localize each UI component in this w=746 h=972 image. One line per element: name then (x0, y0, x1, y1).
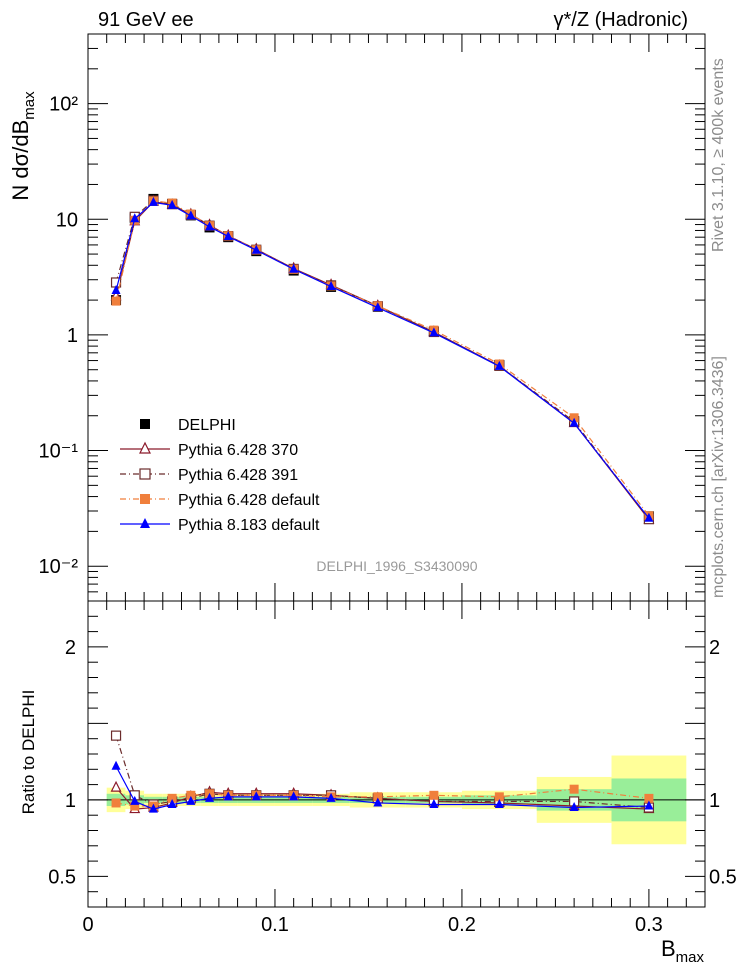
legend-entry: Pythia 6.428 370 (120, 441, 298, 459)
legend-marker (139, 441, 151, 454)
legend-marker (140, 494, 150, 504)
x-axis-label: Bmax (661, 936, 705, 966)
main-data-point (130, 213, 140, 223)
main-data-point (373, 302, 383, 312)
main-data-point (569, 413, 579, 423)
ratio-data-point (110, 730, 122, 741)
ratio-data-point (186, 790, 196, 800)
ratio-data-point (429, 790, 439, 800)
ratio-panel: 0.5 0.5 1 1 2 2 Ratio to DELPHI 0 0.1 0.2 0.3 Bm… (19, 600, 737, 966)
ratio-data-point (494, 792, 504, 802)
main-panel: 10⁻² 10⁻¹ 1 10 10² N dσ/dBmax DELPHI_1996_S3… (8, 33, 706, 602)
ratio-data-point (111, 760, 121, 770)
legend-entry: Pythia 8.183 default (120, 517, 320, 534)
ratio-axis-ticks (87, 600, 706, 907)
ratio-data-point (110, 780, 122, 792)
ratio-data-point (289, 791, 299, 801)
ratio-data-point (569, 784, 579, 794)
ratio-data-point (644, 800, 654, 810)
header-right: γ*/Z (Hadronic) (554, 9, 688, 31)
ratio-frame (87, 600, 706, 908)
ratio-data-point (373, 792, 383, 802)
main-axis-ticks (87, 33, 706, 602)
main-data-point (569, 417, 579, 427)
ratio-series (110, 730, 655, 814)
x-tick-label: 0 (82, 914, 93, 936)
x-tick-labels: 0 0.1 0.2 0.3 (82, 914, 662, 936)
ratio-data-point (373, 797, 383, 807)
ratio-data-point (130, 795, 140, 805)
main-y-tick-labels: 10⁻² 10⁻¹ 1 10 10² (39, 94, 79, 579)
header-left: 91 GeV ee (98, 9, 194, 31)
main-series-4 (111, 196, 654, 522)
ratio-y-tick-label-right: 2 (709, 637, 720, 659)
main-data-point (326, 281, 336, 291)
ratio-data-point (186, 795, 196, 805)
main-data-point (148, 196, 158, 206)
ratio-y-tick-label-right: 0.5 (709, 866, 737, 888)
y-tick-label: 10² (49, 94, 78, 116)
x-tick-label: 0.3 (635, 914, 663, 936)
legend-label: Pythia 6.428 default (178, 492, 320, 509)
ratio-data-point (494, 798, 504, 808)
legend-label: Pythia 8.183 default (178, 517, 320, 534)
ratio-data-point (111, 798, 121, 808)
y-tick-label: 10 (56, 209, 78, 231)
main-data-point (429, 327, 439, 337)
main-data-point (167, 199, 177, 209)
ratio-y-tick-label: 2 (65, 637, 76, 659)
main-data-point (186, 210, 196, 220)
ratio-y-tick-label-right: 1 (709, 790, 720, 812)
legend-marker (139, 468, 151, 480)
ratio-data-point (429, 798, 439, 808)
legend: DELPHI Pythia 6.428 370 Pythia 6.428 391 Py… (120, 417, 320, 534)
legend-marker (140, 419, 150, 429)
main-data-point (644, 512, 654, 522)
main-data-point (111, 285, 121, 295)
legend-entry: Pythia 6.428 391 (120, 467, 298, 484)
legend-label: Pythia 6.428 370 (178, 442, 298, 459)
legend-label: Pythia 6.428 391 (178, 467, 298, 484)
y-tick-label: 10⁻² (39, 556, 79, 578)
legend-entry: Pythia 6.428 default (120, 492, 320, 509)
ratio-data-point (569, 802, 579, 812)
legend-label: DELPHI (178, 417, 236, 434)
main-y-axis-label: N dσ/dBmax (8, 91, 38, 201)
ratio-data-point (148, 803, 158, 813)
x-tick-label: 0.2 (448, 914, 476, 936)
legend-entry: DELPHI (140, 417, 236, 434)
ratio-y-axis-label: Ratio to DELPHI (19, 690, 38, 815)
main-data-point (205, 221, 215, 231)
ratio-data-point (644, 793, 654, 803)
ratio-y-tick-label: 0.5 (48, 866, 76, 888)
main-data-point (251, 244, 261, 254)
ratio-data-point (130, 801, 140, 811)
ratio-y-tick-label: 1 (65, 790, 76, 812)
mcplots-label: mcplots.cern.ch [arXiv:1306.3436] (710, 356, 727, 598)
main-frame (87, 33, 706, 602)
y-tick-label: 10⁻¹ (39, 441, 79, 463)
analysis-id: DELPHI_1996_S3430090 (316, 558, 477, 574)
main-data-point (289, 263, 299, 273)
ratio-data-point (167, 798, 177, 808)
y-tick-label: 1 (67, 325, 78, 347)
legend-marker (140, 518, 150, 528)
ratio-data-point (167, 793, 177, 803)
ratio-y-tick-labels: 0.5 0.5 1 1 2 2 (48, 637, 737, 889)
ratio-series-line (115, 788, 649, 807)
ratio-series-3 (111, 760, 654, 813)
ratio-data-point (326, 792, 336, 802)
ratio-data-point (223, 791, 233, 801)
main-data-point (111, 296, 121, 306)
rivet-label: Rivet 3.1.10, ≥ 400k events (710, 58, 727, 252)
main-data-point (223, 230, 233, 240)
main-series (110, 193, 655, 525)
main-data-point (494, 360, 504, 370)
ratio-data-point (205, 792, 215, 802)
x-tick-label: 0.1 (261, 914, 289, 936)
ratio-data-point (251, 791, 261, 801)
